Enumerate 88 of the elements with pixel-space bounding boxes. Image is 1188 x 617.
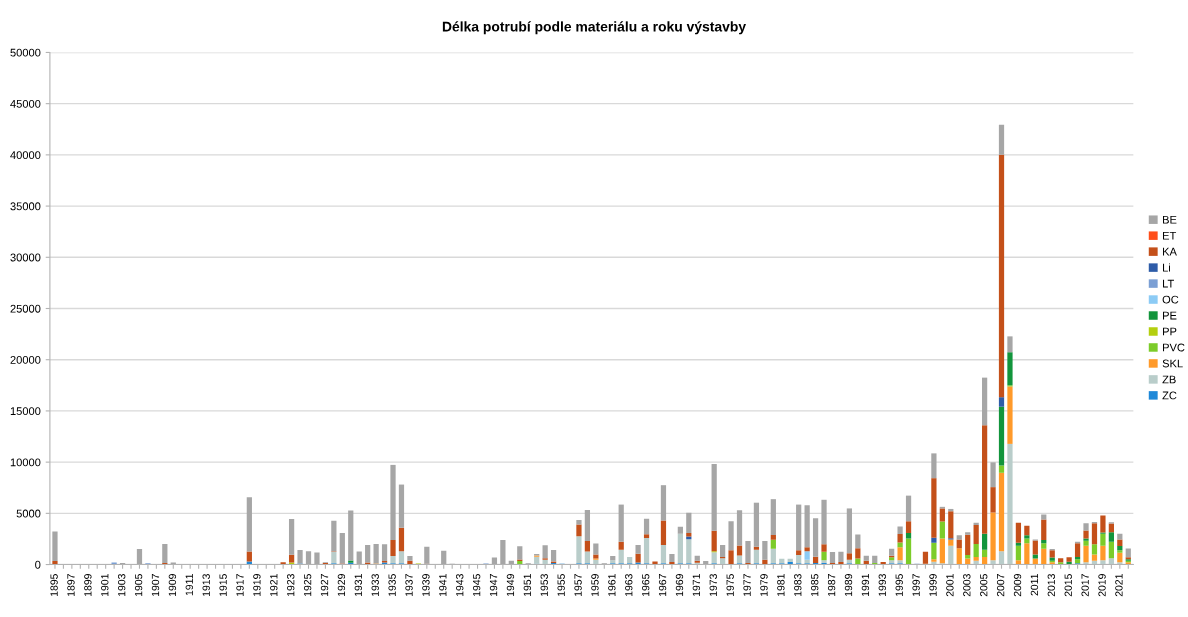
x-tick-label: 1937 <box>405 574 413 596</box>
x-tick-label: 2013 <box>1047 574 1056 597</box>
x-tick-label: 1975 <box>726 574 734 596</box>
x-tick-label: 1977 <box>743 574 751 596</box>
x-tick-label: 1949 <box>506 574 515 596</box>
x-tick-label: 1995 <box>895 574 903 596</box>
legend-label: OC <box>1162 295 1179 304</box>
x-tick-label: 1901 <box>101 574 109 596</box>
legend-label: ZC <box>1162 391 1177 400</box>
x-tick-label: 1959 <box>591 574 599 596</box>
x-tick-label: 1917 <box>236 574 244 596</box>
legend-label: KA <box>1163 247 1177 256</box>
x-tick-label: 1897 <box>67 574 75 596</box>
y-tick-label: 30000 <box>10 253 41 262</box>
x-tick-label: 1943 <box>456 574 464 596</box>
y-tick-label: 10000 <box>10 458 41 467</box>
legend-label: PP <box>1163 327 1177 336</box>
x-tick-label: 1953 <box>540 574 548 596</box>
legend-label: ET <box>1163 231 1177 240</box>
x-tick-label: 1905 <box>134 574 143 596</box>
x-tick-label: 1899 <box>84 574 92 596</box>
x-tick-label: 1903 <box>118 574 126 596</box>
x-tick-label: 1919 <box>253 574 261 596</box>
legend-label: LT <box>1163 279 1174 288</box>
legend-label: PE <box>1163 311 1177 320</box>
x-tick-label: 2015 <box>1064 574 1072 597</box>
y-tick-label: 35000 <box>10 202 41 211</box>
x-tick-label: 1915 <box>219 574 227 596</box>
x-tick-label: 2003 <box>963 574 971 597</box>
x-tick-label: 1999 <box>929 574 937 596</box>
x-tick-label: 2019 <box>1098 574 1106 597</box>
y-tick-label: 5000 <box>16 509 41 518</box>
x-tick-label: 1961 <box>608 574 616 596</box>
legend-label: SKL <box>1162 359 1183 368</box>
x-tick-label: 1955 <box>557 574 565 596</box>
x-tick-label: 1963 <box>625 574 633 596</box>
x-tick-label: 1983 <box>794 574 802 596</box>
y-tick-label: 45000 <box>10 99 41 108</box>
y-tick-label: 25000 <box>10 304 41 313</box>
x-tick-label: 1925 <box>303 574 312 596</box>
x-tick-label: 1965 <box>641 574 650 596</box>
y-tick-label: 0 <box>35 560 41 569</box>
x-tick-label: 1931 <box>354 574 363 596</box>
y-tick-label: 20000 <box>10 355 41 364</box>
x-tick-label: 1935 <box>388 574 396 596</box>
x-tick-label: 1951 <box>523 574 532 596</box>
x-tick-label: 1997 <box>912 574 920 596</box>
x-tick-label: 1911 <box>185 574 193 596</box>
x-tick-label: 2001 <box>946 574 954 597</box>
legend-label: ZB <box>1162 375 1176 384</box>
x-tick-label: 1945 <box>472 574 481 596</box>
x-tick-label: 2009 <box>1013 574 1022 597</box>
x-tick-label: 1921 <box>270 574 278 596</box>
x-tick-label: 1913 <box>202 574 210 596</box>
x-tick-label: 1985 <box>811 574 819 596</box>
x-tick-label: 2011 <box>1030 574 1039 596</box>
legend-label: PVC <box>1163 343 1185 352</box>
x-tick-label: 2005 <box>980 574 988 597</box>
x-tick-label: 1933 <box>371 574 379 596</box>
x-tick-label: 1939 <box>422 574 430 596</box>
x-tick-label: 1957 <box>574 574 582 596</box>
x-tick-label: 1969 <box>675 574 684 596</box>
x-tick-label: 1993 <box>878 574 886 596</box>
y-tick-label: 50000 <box>10 48 41 57</box>
x-tick-label: 1941 <box>439 574 447 596</box>
legend-label: Li <box>1163 263 1170 272</box>
x-tick-label: 1929 <box>337 574 346 596</box>
x-tick-label: 1947 <box>489 574 498 596</box>
y-tick-label: 40000 <box>10 151 41 159</box>
x-tick-label: 1971 <box>692 574 701 596</box>
y-tick-label: 15000 <box>10 407 41 416</box>
x-tick-label: 1981 <box>777 574 785 596</box>
x-tick-label: 1895 <box>50 574 58 596</box>
x-tick-label: 1967 <box>658 574 667 596</box>
x-tick-label: 1987 <box>827 574 836 596</box>
x-tick-label: 1909 <box>168 574 177 596</box>
x-tick-label: 1907 <box>151 574 160 596</box>
x-tick-label: 1979 <box>760 574 768 596</box>
x-tick-label: 2021 <box>1115 574 1123 597</box>
chart-title: Délka potrubí podle materiálu a roku výstavby <box>442 21 746 35</box>
legend-label: BE <box>1163 215 1177 224</box>
x-tick-label: 1973 <box>709 574 717 596</box>
x-tick-label: 1991 <box>861 574 870 596</box>
x-tick-label: 1923 <box>287 574 295 596</box>
x-tick-label: 1989 <box>844 574 853 596</box>
x-tick-label: 1927 <box>320 574 329 596</box>
x-tick-label: 2017 <box>1081 574 1089 597</box>
x-tick-label: 2007 <box>996 574 1005 597</box>
